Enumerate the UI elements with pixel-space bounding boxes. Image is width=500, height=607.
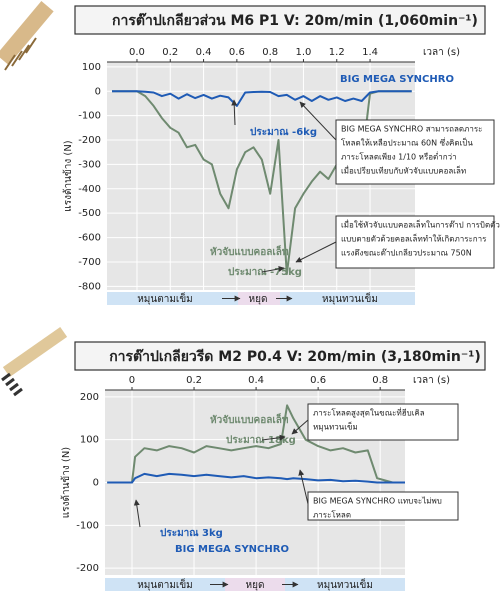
- callout-line: ภาระโหลดเพียง 1/10 หรือต่ำกว่า: [341, 151, 457, 162]
- callout-box: [307, 403, 459, 441]
- callout-line: โหลดให้เหลือประมาณ 60N ซึ่งคิดเป็น: [341, 137, 473, 148]
- phase-stop: [238, 292, 280, 305]
- callout-line: แบบตายตัวด้วยคอลเล็ททำให้เกิดภาระการ: [341, 234, 487, 244]
- y-tick-label: 200: [80, 392, 99, 403]
- x-tick-label: 0.0: [129, 47, 145, 58]
- callout-box: [307, 491, 459, 521]
- callout-line: BIG MEGA SYNCHRO แทบจะไม่พบ: [313, 497, 442, 506]
- y-tick-label: -500: [78, 208, 101, 219]
- y-tick-label: -800: [78, 281, 101, 292]
- header-box: [74, 341, 486, 371]
- y-tick-label: -100: [76, 520, 99, 531]
- y-axis-label: แรงด้านข้าง (N): [60, 447, 72, 519]
- phase-label: หมุนทวนเข็ม: [317, 577, 373, 591]
- callout-line: BIG MEGA SYNCHRO สามารถลดภาระ: [341, 125, 482, 134]
- y-tick-label: -200: [76, 563, 99, 574]
- x-tick-label: 0.6: [310, 375, 326, 386]
- annotation: ประมาณ -75kg: [228, 266, 302, 278]
- x-tick-label: 0.8: [262, 47, 278, 58]
- phase-stop: [225, 578, 285, 591]
- series-label: BIG MEGA SYNCHRO: [175, 544, 289, 555]
- annotation-arrow: [261, 434, 286, 441]
- x-axis-label: เวลา (s): [423, 47, 460, 58]
- y-tick-label: -700: [78, 257, 101, 268]
- callout-line: เมื่อเปรียบเทียบกับหัวจับแบบคอลเล็ท: [341, 165, 466, 176]
- annotation: ประมาณ -6kg: [250, 126, 317, 138]
- y-tick-label: -300: [78, 159, 101, 170]
- annotation-arrow: [299, 101, 337, 141]
- y-tick-label: 100: [82, 62, 101, 73]
- x-tick-label: 0.2: [186, 375, 202, 386]
- y-tick-label: -400: [78, 184, 101, 195]
- x-tick-label: 0: [129, 375, 135, 386]
- series-line: [107, 472, 405, 484]
- annotation: ประมาณ 3kg: [160, 527, 223, 539]
- series-label: หัวจับแบบคอลเล็ท: [210, 244, 289, 258]
- phase-label: หยุด: [249, 294, 268, 305]
- annotation-arrow: [261, 266, 285, 273]
- drill-icon: [0, 1, 54, 71]
- callout-line: แรงดึงขณะต๊าปเกลียวประมาณ 750N: [341, 248, 472, 258]
- tap-icon: [1, 327, 68, 397]
- x-tick-label: 0.2: [162, 47, 178, 58]
- phase-label: หมุนตามเข็ม: [137, 291, 193, 305]
- y-tick-label: 100: [80, 435, 99, 446]
- x-axis-label: เวลา (s): [413, 375, 450, 386]
- y-tick-label: 0: [95, 86, 101, 97]
- y-tick-label: -100: [78, 111, 101, 122]
- x-tick-label: 0.4: [248, 375, 264, 386]
- series-line: [107, 404, 405, 484]
- callout-line: ภาระโหลด: [313, 510, 351, 520]
- y-tick-label: -200: [78, 135, 101, 146]
- callout-line: ภาระโหลดสูงสุดในขณะที่ฮีบเคิล: [313, 407, 425, 419]
- x-tick-label: 1.4: [362, 47, 378, 58]
- y-tick-label: 0: [93, 478, 99, 489]
- chart-title: การต๊าปเกลียวรีด M2 P0.4 V: 20m/min (3,1…: [109, 348, 481, 365]
- series-label: หัวจับแบบคอลเล็ท: [210, 412, 289, 426]
- phase-label: หมุนตามเข็ม: [137, 577, 193, 591]
- callout-box: [335, 215, 495, 269]
- annotation: ประมาณ 18kg: [226, 434, 296, 446]
- callout-line: เมื่อใช้หัวจับแบบคอลเล็ทในการต๊าป การบิด…: [341, 219, 500, 230]
- x-tick-label: 1.0: [296, 47, 312, 58]
- annotation-arrow: [291, 419, 309, 435]
- y-axis-label: แรงด้านข้าง (N): [62, 140, 74, 212]
- chart-title: การต๊าปเกลียวส่วน M6 P1 V: 20m/min (1,06…: [112, 12, 478, 29]
- x-tick-label: 0.8: [372, 375, 388, 386]
- phase-label: หยุด: [246, 580, 265, 591]
- series-line: [112, 90, 412, 107]
- callout-box: [335, 119, 495, 185]
- x-tick-label: 1.2: [329, 47, 345, 58]
- series-label: BIG MEGA SYNCHRO: [340, 74, 454, 85]
- callout-line: หมุนทวนเข็ม: [313, 422, 358, 432]
- x-tick-label: 0.4: [196, 47, 212, 58]
- y-tick-label: -600: [78, 233, 101, 244]
- phase-label: หมุนทวนเข็ม: [322, 291, 378, 305]
- annotation-arrow: [231, 99, 238, 126]
- annotation-arrow: [133, 499, 141, 528]
- annotation-arrow: [295, 241, 337, 263]
- header-box: [74, 5, 486, 35]
- x-tick-label: 0.6: [229, 47, 245, 58]
- annotation-arrow: [298, 469, 309, 505]
